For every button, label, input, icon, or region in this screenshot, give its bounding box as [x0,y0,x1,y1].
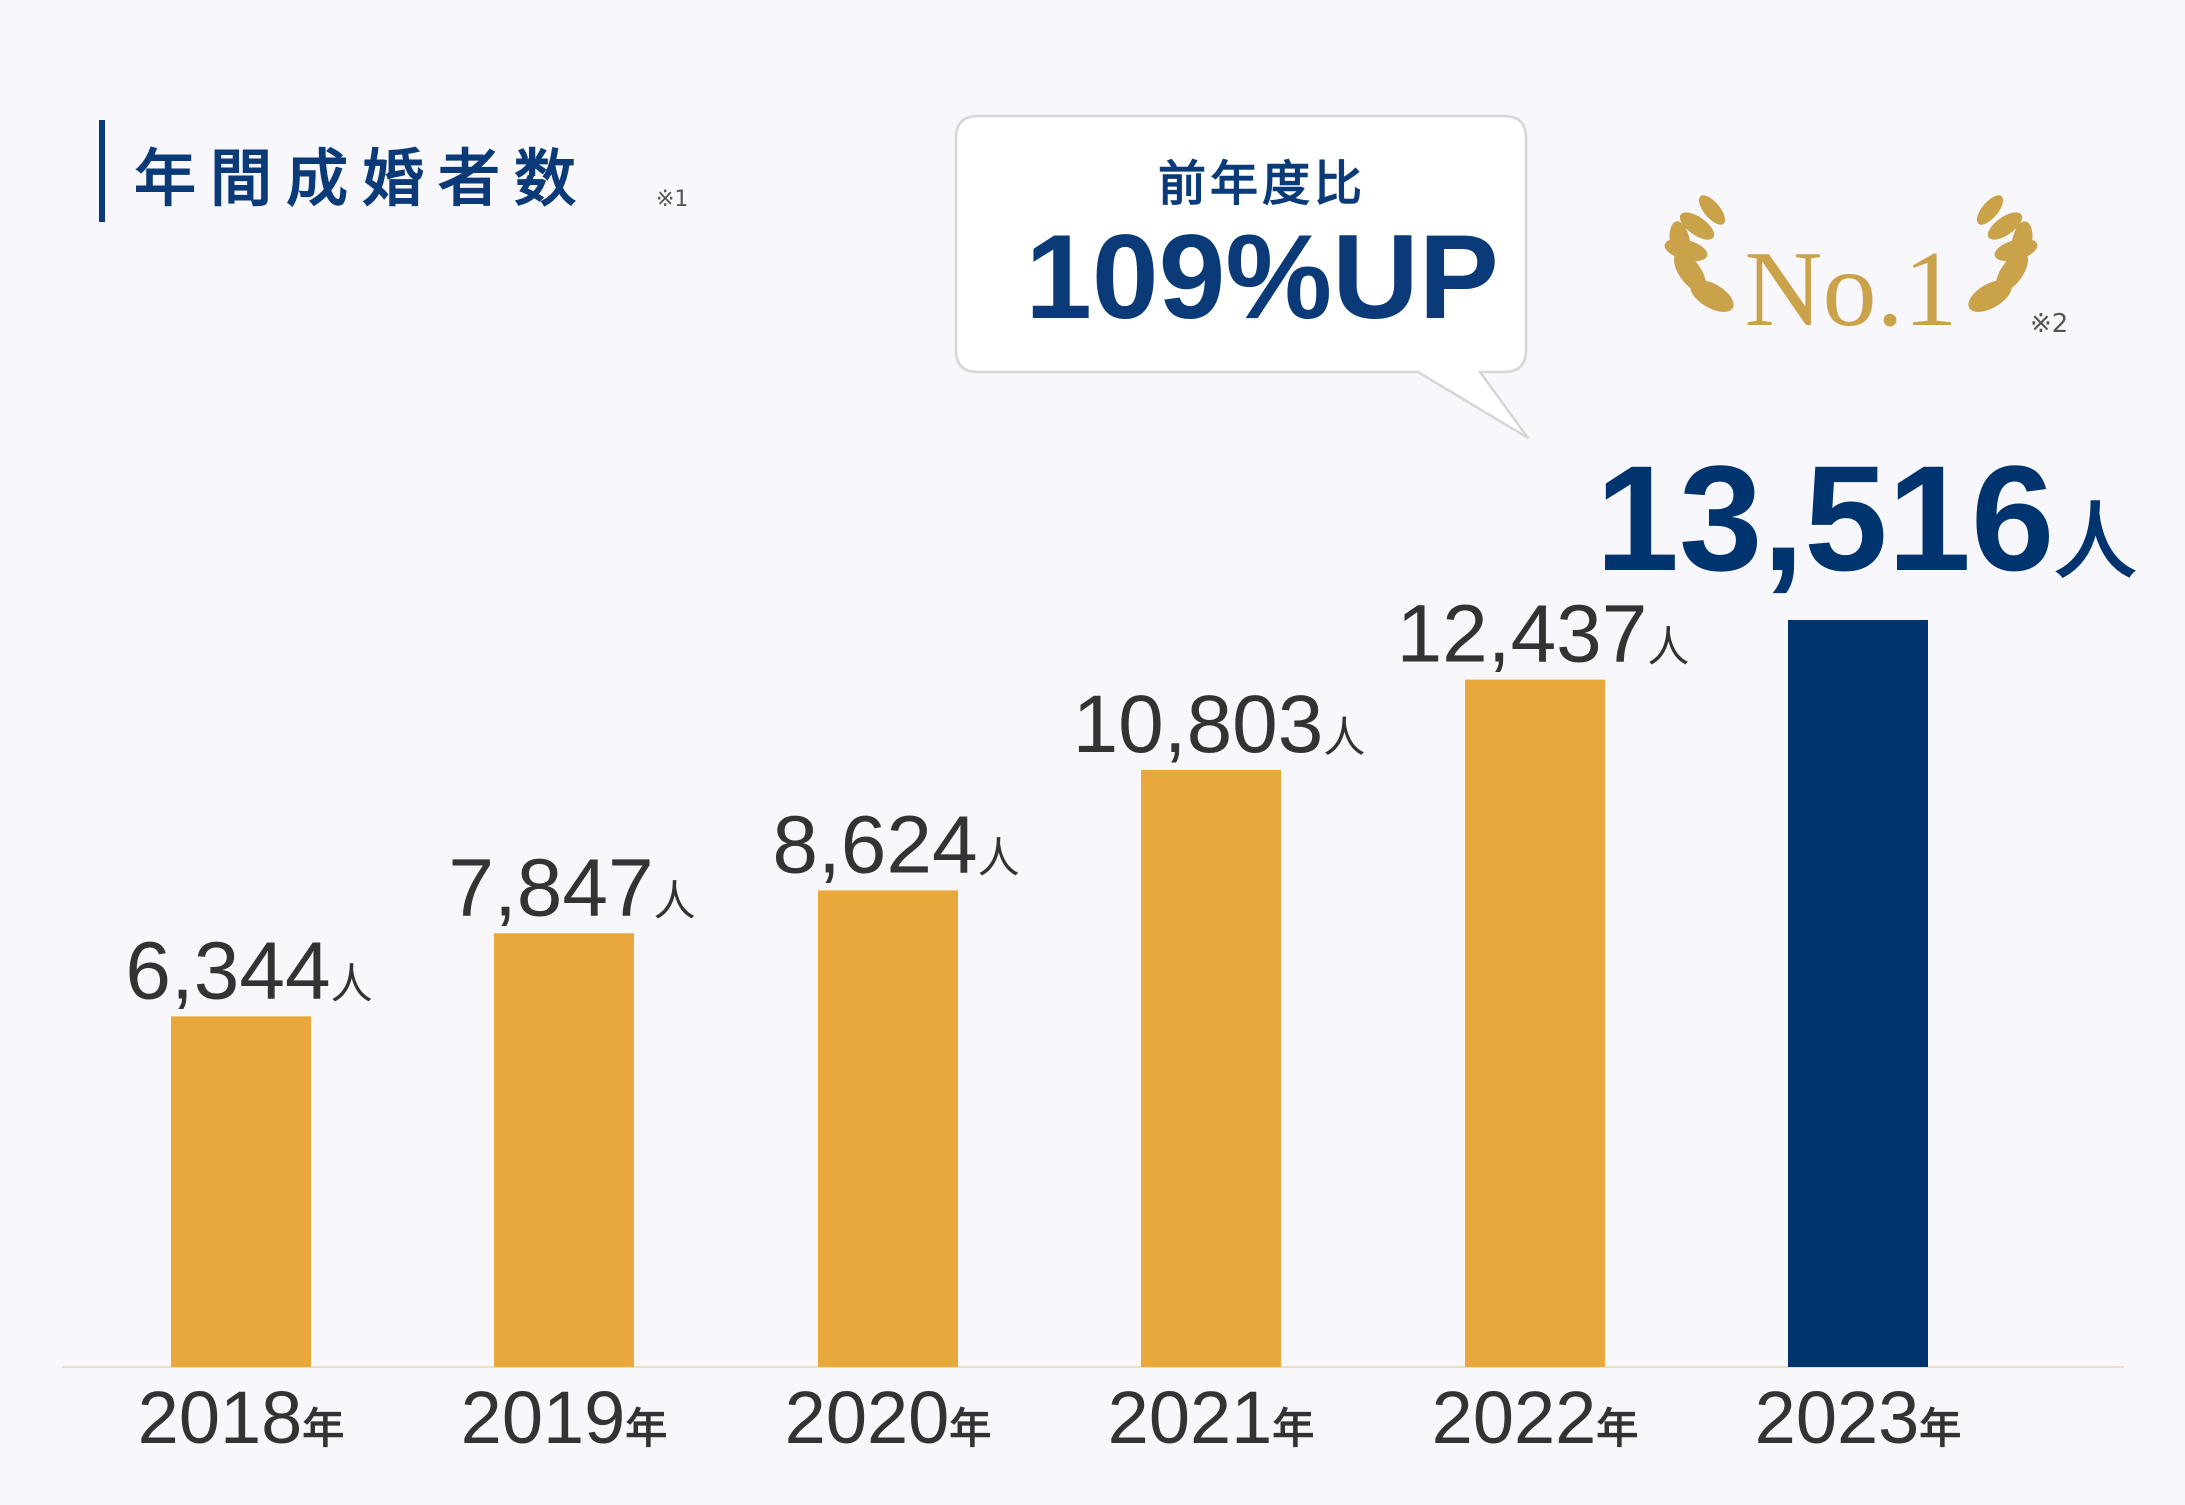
x-tick-year: 2018 [138,1376,303,1459]
bar-2021 [1141,769,1281,1367]
bar-2019 [494,933,634,1367]
x-tick-suffix: 年 [1272,1404,1314,1453]
x-tick-year: 2019 [461,1376,626,1459]
x-tick-suffix: 年 [1596,1404,1638,1453]
x-tick-year: 2023 [1755,1376,1920,1459]
callout-label: 前年度比 [1158,156,1366,212]
value-label-2023: 13,516人 [1596,434,2137,602]
x-tick-year: 2020 [785,1376,950,1459]
value-label-2022: 12,437人 [1397,589,1690,680]
bar-2020 [818,890,958,1367]
x-tick-suffix: 年 [1919,1404,1961,1453]
bar-series [171,619,1928,1367]
value-unit: 人 [654,876,696,925]
x-tick-year: 2022 [1432,1376,1597,1459]
bar-2022 [1465,679,1605,1367]
no1-text: No.1 [1745,230,1958,349]
callout-shape [954,114,1530,440]
x-tick-label-2021: 2021年 [1108,1376,1315,1459]
x-tick-label-2022: 2022年 [1432,1376,1639,1459]
no1-badge: No.1 ※2 [1664,195,2068,349]
value-number: 8,624 [772,799,977,890]
value-unit: 人 [978,833,1020,882]
value-label-2020: 8,624人 [772,799,1019,890]
bar-2018 [171,1016,311,1367]
title-accent-bar [99,120,105,222]
title-note: ※1 [656,187,688,212]
no1-note: ※2 [2030,309,2068,339]
value-label-2021: 10,803人 [1073,679,1366,770]
value-number: 13,516 [1596,434,2055,602]
value-number: 10,803 [1073,679,1324,770]
callout-value: 109%UP [1025,210,1499,344]
x-tick-label-2018: 2018年 [138,1376,345,1459]
value-label-2019: 7,847人 [448,842,695,933]
value-unit: 人 [2054,495,2136,590]
laurel-left-icon [1664,195,1734,312]
value-number: 12,437 [1397,589,1648,680]
x-tick-suffix: 年 [302,1404,344,1453]
laurel-right-icon [1968,195,2038,312]
x-tick-suffix: 年 [949,1404,991,1453]
x-axis-labels: 2018年 2019年 2020年 2021年 2022年 2023年 [138,1376,1962,1459]
chart-title: 年間成婚者数 ※1 [99,120,688,222]
x-tick-label-2023: 2023年 [1755,1376,1962,1459]
value-unit: 人 [1323,713,1365,762]
value-number: 6,344 [125,925,330,1016]
callout-bubble: 前年度比 109%UP [954,114,1530,440]
x-tick-label-2020: 2020年 [785,1376,992,1459]
value-unit: 人 [1647,623,1689,672]
value-label-2018: 6,344人 [125,925,372,1016]
value-number: 7,847 [448,842,653,933]
bar-2023 [1788,619,1928,1367]
value-unit: 人 [331,959,373,1008]
x-tick-label-2019: 2019年 [461,1376,668,1459]
x-tick-year: 2021 [1108,1376,1273,1459]
x-tick-suffix: 年 [625,1404,667,1453]
title-text: 年間成婚者数 [134,142,590,215]
